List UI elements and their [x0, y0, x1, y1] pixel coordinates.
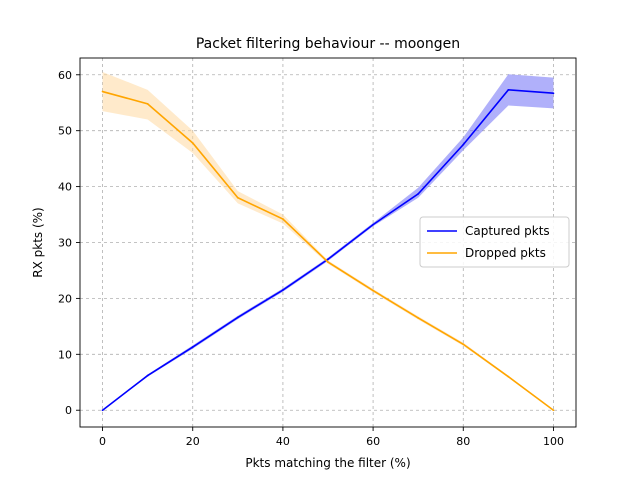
- x-tick-label: 100: [543, 435, 564, 448]
- data-point: [462, 343, 465, 346]
- legend-box: [419, 216, 570, 268]
- data-point: [327, 258, 329, 261]
- legend-label-captured: Captured pkts: [465, 224, 550, 238]
- y-tick-label: 0: [65, 404, 72, 417]
- data-point: [462, 143, 465, 146]
- data-point: [327, 261, 329, 263]
- legend-label-dropped: Dropped pkts: [465, 246, 546, 260]
- y-tick-label: 50: [58, 125, 72, 138]
- y-axis-label: RX pkts (%): [31, 207, 45, 277]
- data-point: [372, 223, 374, 226]
- data-point: [146, 374, 149, 377]
- x-axis-label: Pkts matching the filter (%): [245, 456, 410, 470]
- x-tick-label: 60: [366, 435, 380, 448]
- y-tick-label: 40: [58, 181, 72, 194]
- y-tick-label: 60: [58, 69, 72, 82]
- confidence-band-0: [102, 74, 554, 411]
- data-point: [146, 102, 149, 105]
- data-point: [507, 88, 510, 91]
- legend: Captured pkts Dropped pkts: [419, 216, 570, 268]
- data-point: [101, 409, 104, 412]
- data-point: [282, 218, 284, 220]
- series-lines: [101, 88, 555, 412]
- data-point: [101, 90, 104, 93]
- data-point: [552, 409, 555, 412]
- x-tick-label: 80: [456, 435, 470, 448]
- x-tick-label: 20: [186, 435, 200, 448]
- data-point: [417, 192, 420, 195]
- data-point: [417, 317, 420, 319]
- x-tick-label: 40: [276, 435, 290, 448]
- data-point: [552, 92, 555, 95]
- data-point: [236, 196, 239, 199]
- x-tick-label: 0: [99, 435, 106, 448]
- axis-ticks: 0 20 40 60 80 100 0 10 20 30 40 50 60: [58, 69, 564, 448]
- data-point: [372, 289, 374, 292]
- y-tick-label: 10: [58, 348, 72, 361]
- y-tick-label: 20: [58, 292, 72, 305]
- data-point: [282, 289, 284, 291]
- grid: [80, 58, 576, 427]
- data-point: [507, 375, 510, 378]
- chart-title: Packet filtering behaviour -- moongen: [196, 36, 460, 52]
- data-point: [191, 346, 194, 348]
- data-point: [236, 316, 239, 319]
- y-tick-label: 30: [58, 237, 72, 250]
- data-point: [191, 142, 194, 144]
